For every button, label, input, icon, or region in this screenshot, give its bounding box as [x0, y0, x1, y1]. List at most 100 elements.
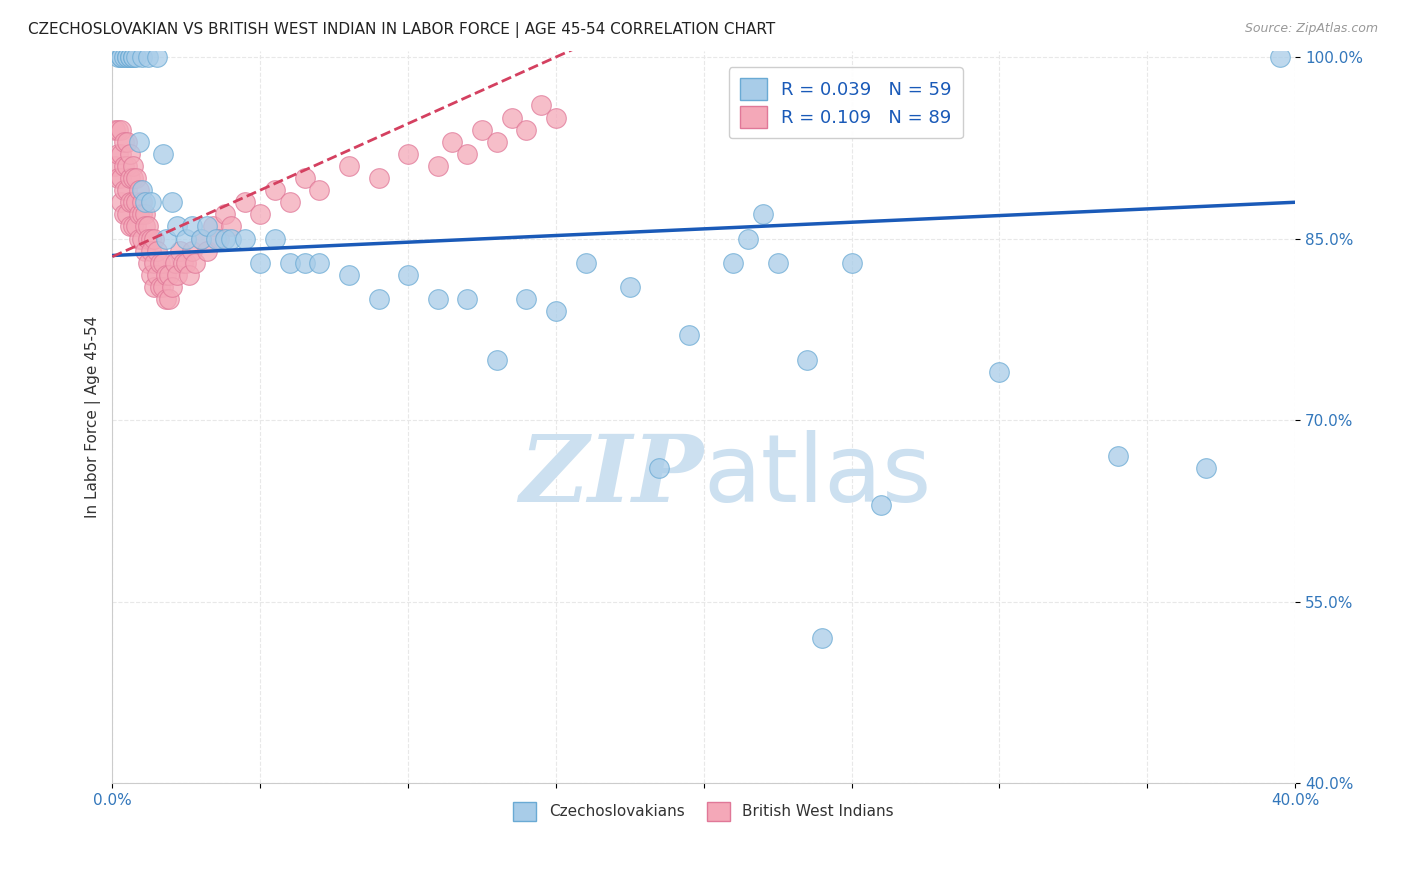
Point	[1107, 450, 1129, 464]
Point	[485, 352, 508, 367]
Point	[294, 256, 316, 270]
Point	[294, 171, 316, 186]
Point	[205, 231, 228, 245]
Point	[115, 50, 138, 64]
Point	[131, 50, 153, 64]
Point	[104, 122, 127, 136]
Point	[120, 171, 142, 186]
Point	[1195, 461, 1218, 475]
Point	[544, 111, 567, 125]
Point	[115, 50, 138, 64]
Point	[219, 231, 242, 245]
Point	[308, 183, 330, 197]
Point	[122, 219, 145, 234]
Point	[163, 256, 186, 270]
Point	[752, 207, 775, 221]
Point	[136, 219, 159, 234]
Point	[122, 195, 145, 210]
Point	[122, 50, 145, 64]
Point	[396, 268, 419, 282]
Point	[131, 195, 153, 210]
Point	[219, 219, 242, 234]
Point	[112, 159, 135, 173]
Point	[136, 256, 159, 270]
Point	[530, 98, 553, 112]
Point	[120, 195, 142, 210]
Point	[176, 256, 198, 270]
Point	[176, 231, 198, 245]
Point	[149, 256, 172, 270]
Point	[115, 159, 138, 173]
Point	[766, 256, 789, 270]
Point	[235, 231, 257, 245]
Point	[107, 122, 129, 136]
Point	[131, 231, 153, 245]
Point	[1270, 50, 1292, 64]
Point	[988, 365, 1011, 379]
Point	[249, 207, 271, 221]
Point	[134, 244, 156, 258]
Legend: Czechoslovakians, British West Indians: Czechoslovakians, British West Indians	[508, 796, 900, 827]
Point	[128, 207, 150, 221]
Point	[184, 256, 207, 270]
Point	[115, 207, 138, 221]
Point	[166, 268, 188, 282]
Point	[249, 256, 271, 270]
Point	[120, 50, 142, 64]
Point	[648, 461, 671, 475]
Point	[396, 146, 419, 161]
Point	[112, 135, 135, 149]
Point	[112, 50, 135, 64]
Point	[235, 195, 257, 210]
Point	[456, 146, 478, 161]
Point	[181, 219, 204, 234]
Point	[142, 256, 165, 270]
Point	[264, 183, 287, 197]
Point	[107, 146, 129, 161]
Point	[471, 122, 494, 136]
Point	[190, 231, 212, 245]
Point	[278, 256, 301, 270]
Point	[796, 352, 818, 367]
Point	[139, 244, 162, 258]
Point	[152, 256, 174, 270]
Point	[134, 207, 156, 221]
Point	[737, 231, 759, 245]
Point	[367, 292, 389, 306]
Point	[128, 231, 150, 245]
Point	[181, 244, 204, 258]
Point	[145, 268, 167, 282]
Point	[139, 231, 162, 245]
Point	[110, 122, 132, 136]
Point	[485, 135, 508, 149]
Point	[115, 135, 138, 149]
Point	[128, 135, 150, 149]
Point	[723, 256, 745, 270]
Point	[308, 256, 330, 270]
Point	[426, 159, 449, 173]
Point	[120, 146, 142, 161]
Point	[134, 195, 156, 210]
Text: atlas: atlas	[704, 430, 932, 522]
Point	[128, 183, 150, 197]
Point	[155, 231, 177, 245]
Point	[122, 171, 145, 186]
Point	[107, 50, 129, 64]
Point	[145, 50, 167, 64]
Point	[112, 207, 135, 221]
Point	[190, 231, 212, 245]
Point	[870, 498, 893, 512]
Point	[515, 292, 537, 306]
Point	[120, 219, 142, 234]
Point	[110, 50, 132, 64]
Point	[169, 244, 191, 258]
Point	[139, 195, 162, 210]
Text: Source: ZipAtlas.com: Source: ZipAtlas.com	[1244, 22, 1378, 36]
Point	[441, 135, 464, 149]
Point	[125, 171, 148, 186]
Point	[120, 50, 142, 64]
Point	[134, 219, 156, 234]
Point	[811, 631, 834, 645]
Point	[160, 280, 183, 294]
Point	[367, 171, 389, 186]
